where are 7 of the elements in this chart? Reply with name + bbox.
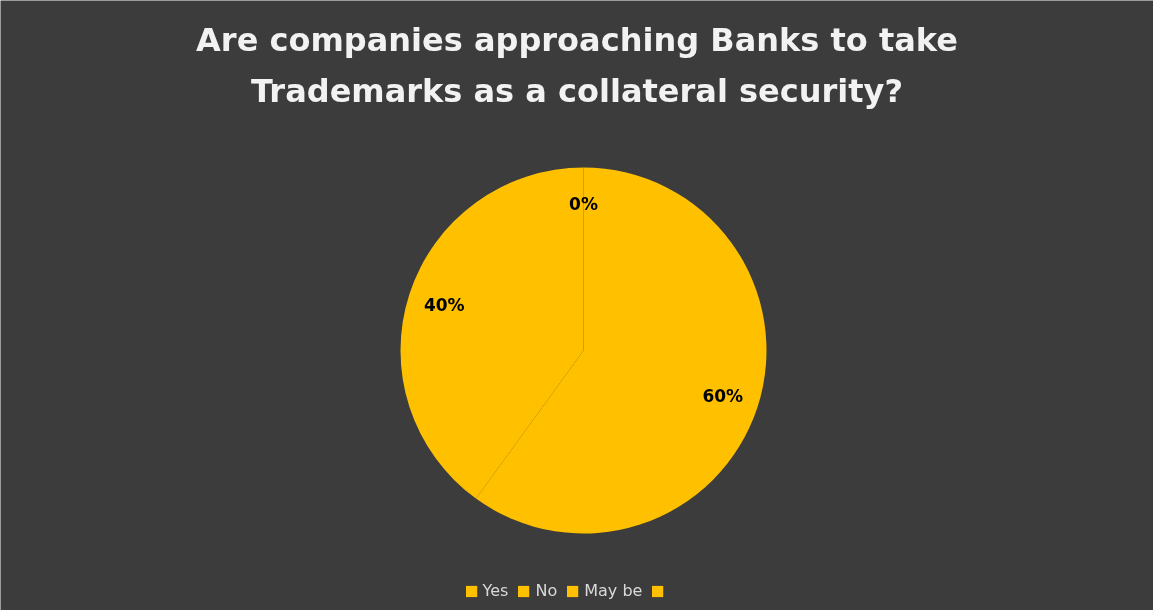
- data-label: 60%: [702, 385, 744, 406]
- text: 0%: [569, 194, 598, 215]
- legend-label: Yes: [482, 581, 509, 600]
- legend-label: May be: [584, 581, 643, 600]
- data-label: 40%: [423, 295, 465, 316]
- legend-label: No: [535, 581, 558, 600]
- chart-title: Are companies approaching Banks to take Trademarks as a collateral security?: [196, 20, 958, 110]
